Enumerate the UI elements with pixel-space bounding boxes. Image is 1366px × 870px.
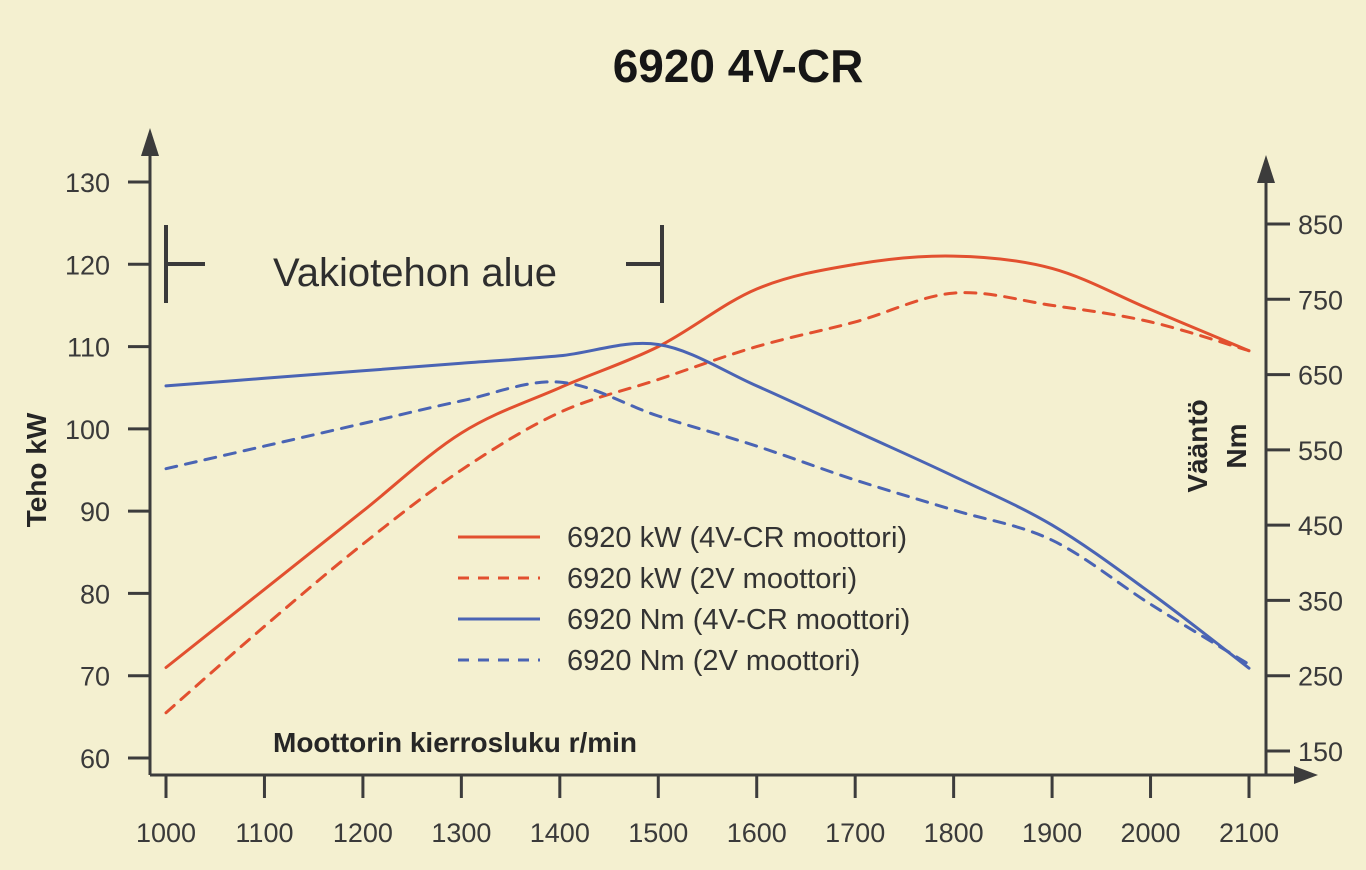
left-tick-label: 110 — [67, 333, 110, 363]
x-tick-label: 1400 — [530, 818, 590, 848]
left-tick-group: 60 70 80 90 100 110 120 130 — [65, 168, 150, 774]
legend-item-torque-2v: 6920 Nm (2V moottori) — [458, 645, 860, 677]
right-tick-label: 250 — [1298, 662, 1343, 692]
x-tick-label: 1900 — [1022, 818, 1082, 848]
x-tick-label: 1800 — [924, 818, 984, 848]
left-tick-label: 100 — [65, 415, 110, 445]
left-y-axis-arrow — [141, 128, 159, 156]
legend-label: 6920 kW (4V-CR moottori) — [567, 522, 907, 554]
right-y-axis-label-line2: Nm — [1221, 423, 1252, 468]
torque-2v-line — [164, 380, 1251, 666]
right-tick-label: 550 — [1298, 436, 1343, 466]
left-tick-label: 120 — [65, 250, 110, 280]
power-2v-line — [164, 291, 1251, 715]
legend-label: 6920 Nm (2V moottori) — [567, 645, 860, 677]
chart-title: 6920 4V-CR — [613, 40, 864, 92]
left-tick-label: 90 — [80, 497, 110, 527]
left-tick-label: 130 — [65, 168, 110, 198]
torque-4v-cr-line — [164, 341, 1251, 670]
x-tick-label: 1200 — [333, 818, 393, 848]
x-tick-label: 1500 — [628, 818, 688, 848]
range-label: Vakiotehon alue — [273, 251, 557, 295]
left-y-axis-label: Teho kW — [21, 412, 52, 527]
x-tick-label: 1000 — [136, 818, 196, 848]
right-tick-label: 850 — [1298, 210, 1343, 240]
right-tick-label: 750 — [1298, 285, 1343, 315]
right-tick-label: 650 — [1298, 361, 1343, 391]
right-y-axis-arrow — [1257, 155, 1275, 183]
left-tick-label: 60 — [80, 744, 110, 774]
right-tick-group: 150 250 350 450 550 650 750 850 — [1266, 210, 1343, 767]
legend-item-power-2v: 6920 kW (2V moottori) — [458, 563, 857, 595]
constant-power-range: Vakiotehon alue — [164, 225, 664, 303]
right-tick-label: 350 — [1298, 586, 1343, 616]
left-tick-label: 70 — [80, 662, 110, 692]
right-y-axis-label-line1: Vääntö — [1182, 399, 1213, 492]
axes — [141, 128, 1318, 784]
right-tick-label: 150 — [1298, 737, 1343, 767]
series-lines — [164, 254, 1251, 715]
x-axis-arrow — [1294, 766, 1318, 784]
left-tick-label: 80 — [80, 579, 110, 609]
right-tick-label: 450 — [1298, 511, 1343, 541]
x-tick-label: 1300 — [431, 818, 491, 848]
x-tick-label: 2100 — [1219, 818, 1279, 848]
legend-label: 6920 kW (2V moottori) — [567, 563, 857, 595]
x-tick-label: 1100 — [235, 818, 293, 848]
x-axis-label: Moottorin kierrosluku r/min — [273, 727, 637, 758]
legend-item-torque-4v-cr: 6920 Nm (4V-CR moottori) — [458, 604, 910, 636]
legend-item-power-4v-cr: 6920 kW (4V-CR moottori) — [458, 522, 907, 554]
legend: 6920 kW (4V-CR moottori) 6920 kW (2V moot… — [458, 522, 910, 677]
x-tick-label: 1700 — [825, 818, 885, 848]
legend-label: 6920 Nm (4V-CR moottori) — [567, 604, 910, 636]
x-tick-group: 1000 1100 1200 1300 1400 1500 1600 1700 1800 1900… — [136, 775, 1279, 848]
x-tick-label: 1600 — [727, 818, 787, 848]
power-4v-cr-line — [164, 254, 1251, 669]
x-tick-label: 2000 — [1121, 818, 1181, 848]
